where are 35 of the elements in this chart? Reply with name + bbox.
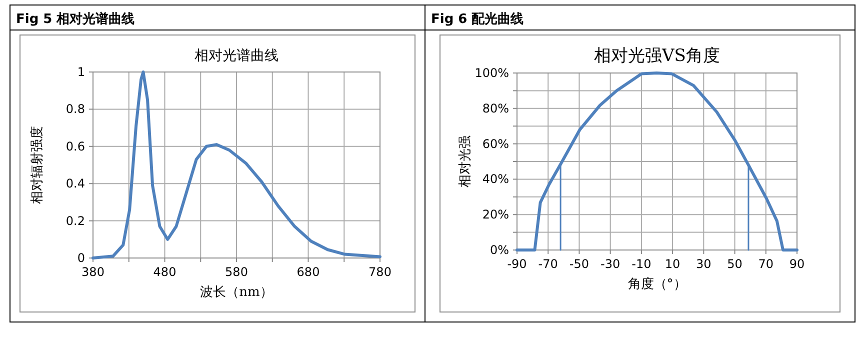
x-tick-label: -90 [507,257,527,271]
y-tick-label: 0.8 [66,102,85,116]
x-tick-label: 580 [225,265,248,279]
chart-subtitle: 相对光强VS角度 [594,46,720,66]
y-tick-label: 0 [77,251,85,265]
x-axis-title: 角度（°） [628,276,686,292]
x-tick-label: -10 [632,257,652,271]
y-tick-label: 0.4 [66,176,85,191]
y-tick-label: 1 [77,65,85,79]
chart-title: Fig 5 相对光谱曲线 [16,11,135,27]
x-tick-label: 780 [368,265,392,279]
y-tick-label: 60% [482,136,509,151]
x-tick-label: 380 [82,265,104,279]
x-tick-label: 480 [153,265,176,279]
y-tick-label: 80% [482,101,509,116]
x-axis-title: 波长（nm） [200,285,273,300]
x-tick-label: -30 [600,257,620,271]
x-tick-label: -70 [538,257,558,271]
y-tick-label: 20% [482,208,509,222]
y-tick-label: 40% [482,172,509,186]
x-tick-label: 30 [696,257,712,271]
y-axis-title: 相对辐射强度 [29,126,45,204]
y-tick-label: 0% [490,243,509,257]
x-tick-label: 10 [664,257,680,271]
x-tick-label: 70 [758,257,774,271]
y-tick-label: 100% [474,66,509,80]
chart-title: Fig 6 配光曲线 [431,12,524,27]
x-tick-label: 50 [727,257,742,271]
y-axis-title: 相对光强 [458,136,473,188]
chart-subtitle: 相对光谱曲线 [194,48,278,64]
x-tick-label: 680 [296,265,320,279]
x-tick-label: 90 [789,257,805,271]
y-tick-label: 0.2 [66,214,85,228]
y-tick-label: 0.6 [66,139,85,154]
x-tick-label: -50 [569,257,590,271]
